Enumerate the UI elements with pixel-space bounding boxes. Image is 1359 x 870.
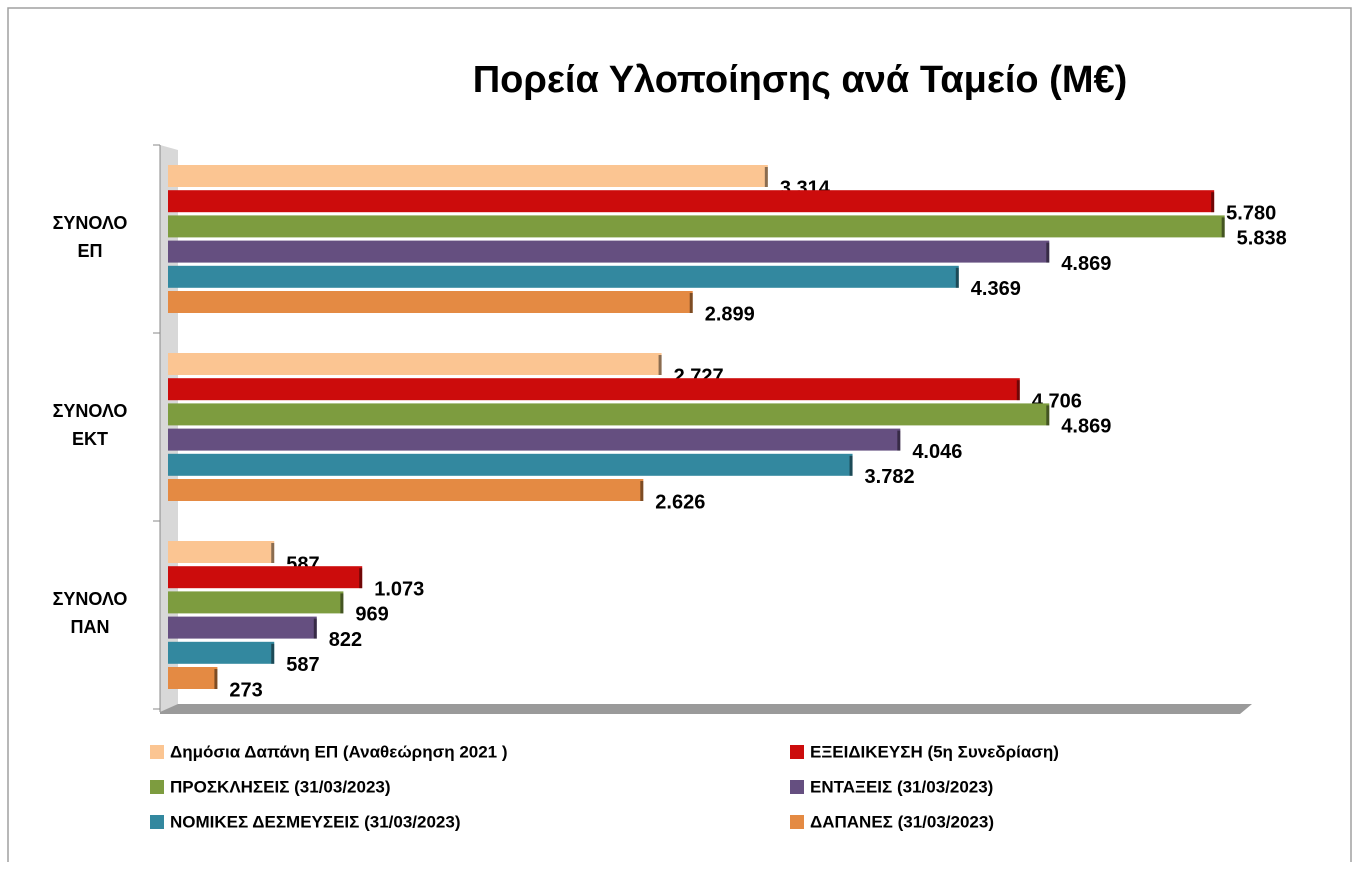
bar-edge [1046, 405, 1050, 426]
bar [168, 190, 1215, 213]
data-label: 969 [355, 604, 388, 626]
data-label: 4.869 [1061, 416, 1111, 438]
data-label: 5.780 [1226, 202, 1276, 224]
data-label: 822 [329, 629, 362, 651]
bar-edge [955, 267, 959, 288]
bar [168, 616, 317, 639]
bar [168, 240, 1050, 263]
data-label: 2.626 [655, 491, 705, 513]
bar [168, 265, 959, 288]
frame [7, 7, 1352, 862]
data-label: 273 [229, 679, 262, 701]
bar [168, 353, 662, 375]
bar-edge [271, 543, 275, 563]
legend-label: ΔΑΠΑΝΕΣ (31/03/2023) [810, 812, 994, 831]
y-tick-label: ΣΥΝΟΛΟ ΕΠ [52, 213, 128, 261]
bar [168, 667, 218, 689]
legend-label: ΕΝΤΑΞΕΙΣ (31/03/2023) [810, 777, 993, 796]
y-tick-label: ΣΥΝΟΛΟ ΕΚΤ [52, 401, 128, 449]
bar [168, 479, 644, 501]
legend-swatch [790, 745, 804, 759]
bar [168, 566, 363, 589]
data-label: 1.073 [374, 578, 424, 600]
bar-edge [658, 355, 662, 375]
legend-swatch [150, 815, 164, 829]
bar-edge [1211, 192, 1215, 213]
data-label: 2.899 [705, 303, 755, 325]
data-label: 5.838 [1237, 228, 1287, 250]
y-tick-label: ΣΥΝΟΛΟ ΠΑΝ [52, 589, 128, 637]
bar-edge [1046, 242, 1050, 263]
data-label: 3.782 [865, 466, 915, 488]
legend-swatch [150, 745, 164, 759]
bar [168, 215, 1225, 238]
bar [168, 453, 853, 476]
legend-label: ΝΟΜΙΚΕΣ ΔΕΣΜΕΥΣΕΙΣ (31/03/2023) [170, 812, 461, 831]
bar [168, 165, 768, 187]
bar-edge [1221, 217, 1225, 238]
bar [168, 378, 1020, 401]
data-label: 587 [286, 654, 319, 676]
legend-label: Δημόσια Δαπάνη ΕΠ (Αναθεώρηση 2021 ) [170, 742, 508, 761]
chart-title: Πορεία Υλοποίησης ανά Ταμείο (Μ€) [473, 59, 1128, 101]
bar-edge [640, 481, 644, 501]
axis-floor [160, 704, 1252, 714]
bar-edge [764, 167, 768, 187]
bar-edge [313, 618, 317, 639]
legend-label: ΠΡΟΣΚΛΗΣΕΙΣ (31/03/2023) [170, 777, 391, 796]
bar-edge [340, 593, 344, 614]
bar-edge [1016, 380, 1020, 401]
legend-swatch [790, 780, 804, 794]
bar-edge [897, 430, 901, 451]
data-label: 4.369 [971, 278, 1021, 300]
bar-edge [689, 293, 693, 313]
data-label: 4.046 [912, 441, 962, 463]
bar [168, 591, 344, 614]
bar [168, 641, 275, 664]
bar-edge [271, 643, 275, 664]
bar [168, 403, 1050, 426]
legend-label: ΕΞΕΙΔΙΚΕΥΣΗ (5η Συνεδρίαση) [810, 742, 1059, 761]
bar [168, 541, 275, 563]
bar [168, 291, 693, 313]
bar-edge [214, 669, 218, 689]
legend-swatch [150, 780, 164, 794]
bar [168, 428, 901, 451]
bar-edge [849, 455, 853, 476]
bar-edge [359, 568, 363, 589]
legend-swatch [790, 815, 804, 829]
data-label: 4.869 [1061, 253, 1111, 275]
